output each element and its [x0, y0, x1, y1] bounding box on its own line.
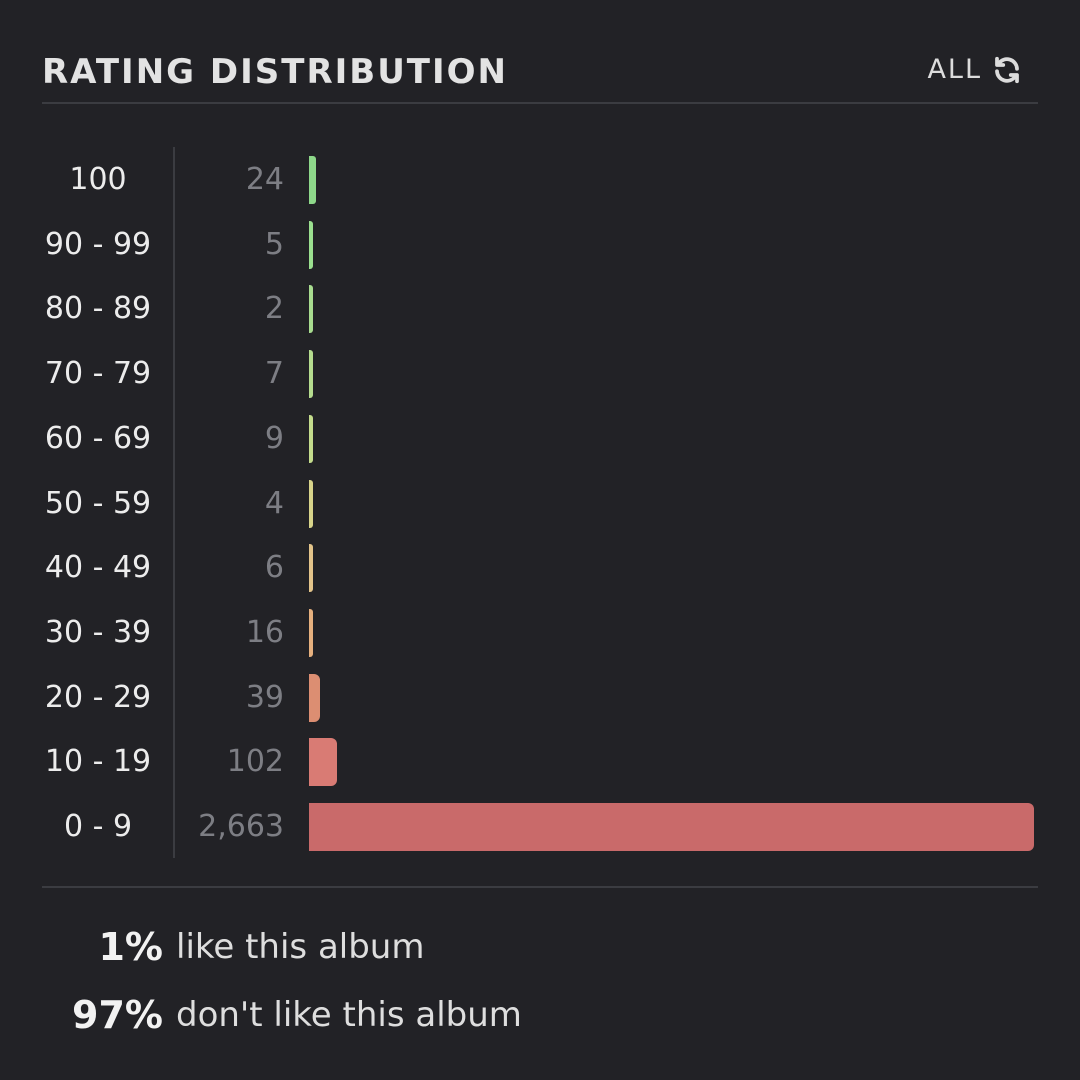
category-label: 40 - 49: [44, 550, 152, 586]
category-label: 30 - 39: [44, 614, 152, 650]
bar[interactable]: [309, 414, 313, 463]
filter-label: ALL: [927, 54, 982, 85]
dislike-percentage: 97%: [72, 993, 163, 1037]
value-label: 39: [245, 679, 284, 715]
refresh-icon: [995, 56, 1019, 83]
category-label: 10 - 19: [44, 744, 152, 780]
category-label: 20 - 29: [44, 679, 152, 715]
category-label: 70 - 79: [44, 356, 152, 392]
like-text: like this album: [176, 927, 425, 967]
value-label: 6: [264, 550, 284, 586]
like-stat: 1% like this album: [0, 922, 1080, 972]
like-percentage: 1%: [98, 925, 163, 969]
value-label: 5: [264, 226, 284, 262]
category-label: 0 - 9: [63, 809, 133, 844]
rating-distribution-chart: 100 24 90 - 99 5 80 - 89 2 70 - 79 7 60 - 69 9 50 …: [44, 147, 1034, 858]
bar[interactable]: [309, 285, 313, 334]
category-label: 60 - 69: [44, 420, 152, 456]
section-divider: [42, 886, 1038, 888]
bar[interactable]: [309, 220, 313, 269]
bar[interactable]: [309, 479, 313, 528]
dislike-stat: 97% don't like this album: [0, 990, 1080, 1040]
chart-title: RATING DISTRIBUTION: [42, 52, 509, 92]
bar[interactable]: [309, 544, 313, 593]
value-label: 24: [245, 162, 284, 197]
category-label: 100: [69, 162, 127, 197]
bar[interactable]: [309, 803, 1034, 851]
bar[interactable]: [309, 156, 316, 204]
value-label: 102: [226, 744, 284, 780]
value-label: 7: [264, 356, 284, 392]
bar[interactable]: [309, 350, 313, 399]
value-label: 4: [264, 485, 284, 521]
dislike-text: don't like this album: [176, 995, 522, 1035]
value-label: 16: [245, 614, 284, 650]
bar[interactable]: [309, 673, 320, 722]
chart-header: RATING DISTRIBUTION ALL: [42, 48, 1038, 104]
category-label: 50 - 59: [44, 485, 152, 521]
axis-divider: [173, 147, 175, 858]
category-label: 80 - 89: [44, 291, 152, 327]
filter-toggle-button[interactable]: ALL: [927, 54, 1022, 85]
bar[interactable]: [309, 608, 314, 657]
value-label: 2,663: [198, 809, 284, 844]
bar[interactable]: [309, 738, 337, 787]
value-label: 2: [264, 291, 284, 327]
value-label: 9: [264, 420, 284, 456]
category-label: 90 - 99: [44, 226, 152, 262]
